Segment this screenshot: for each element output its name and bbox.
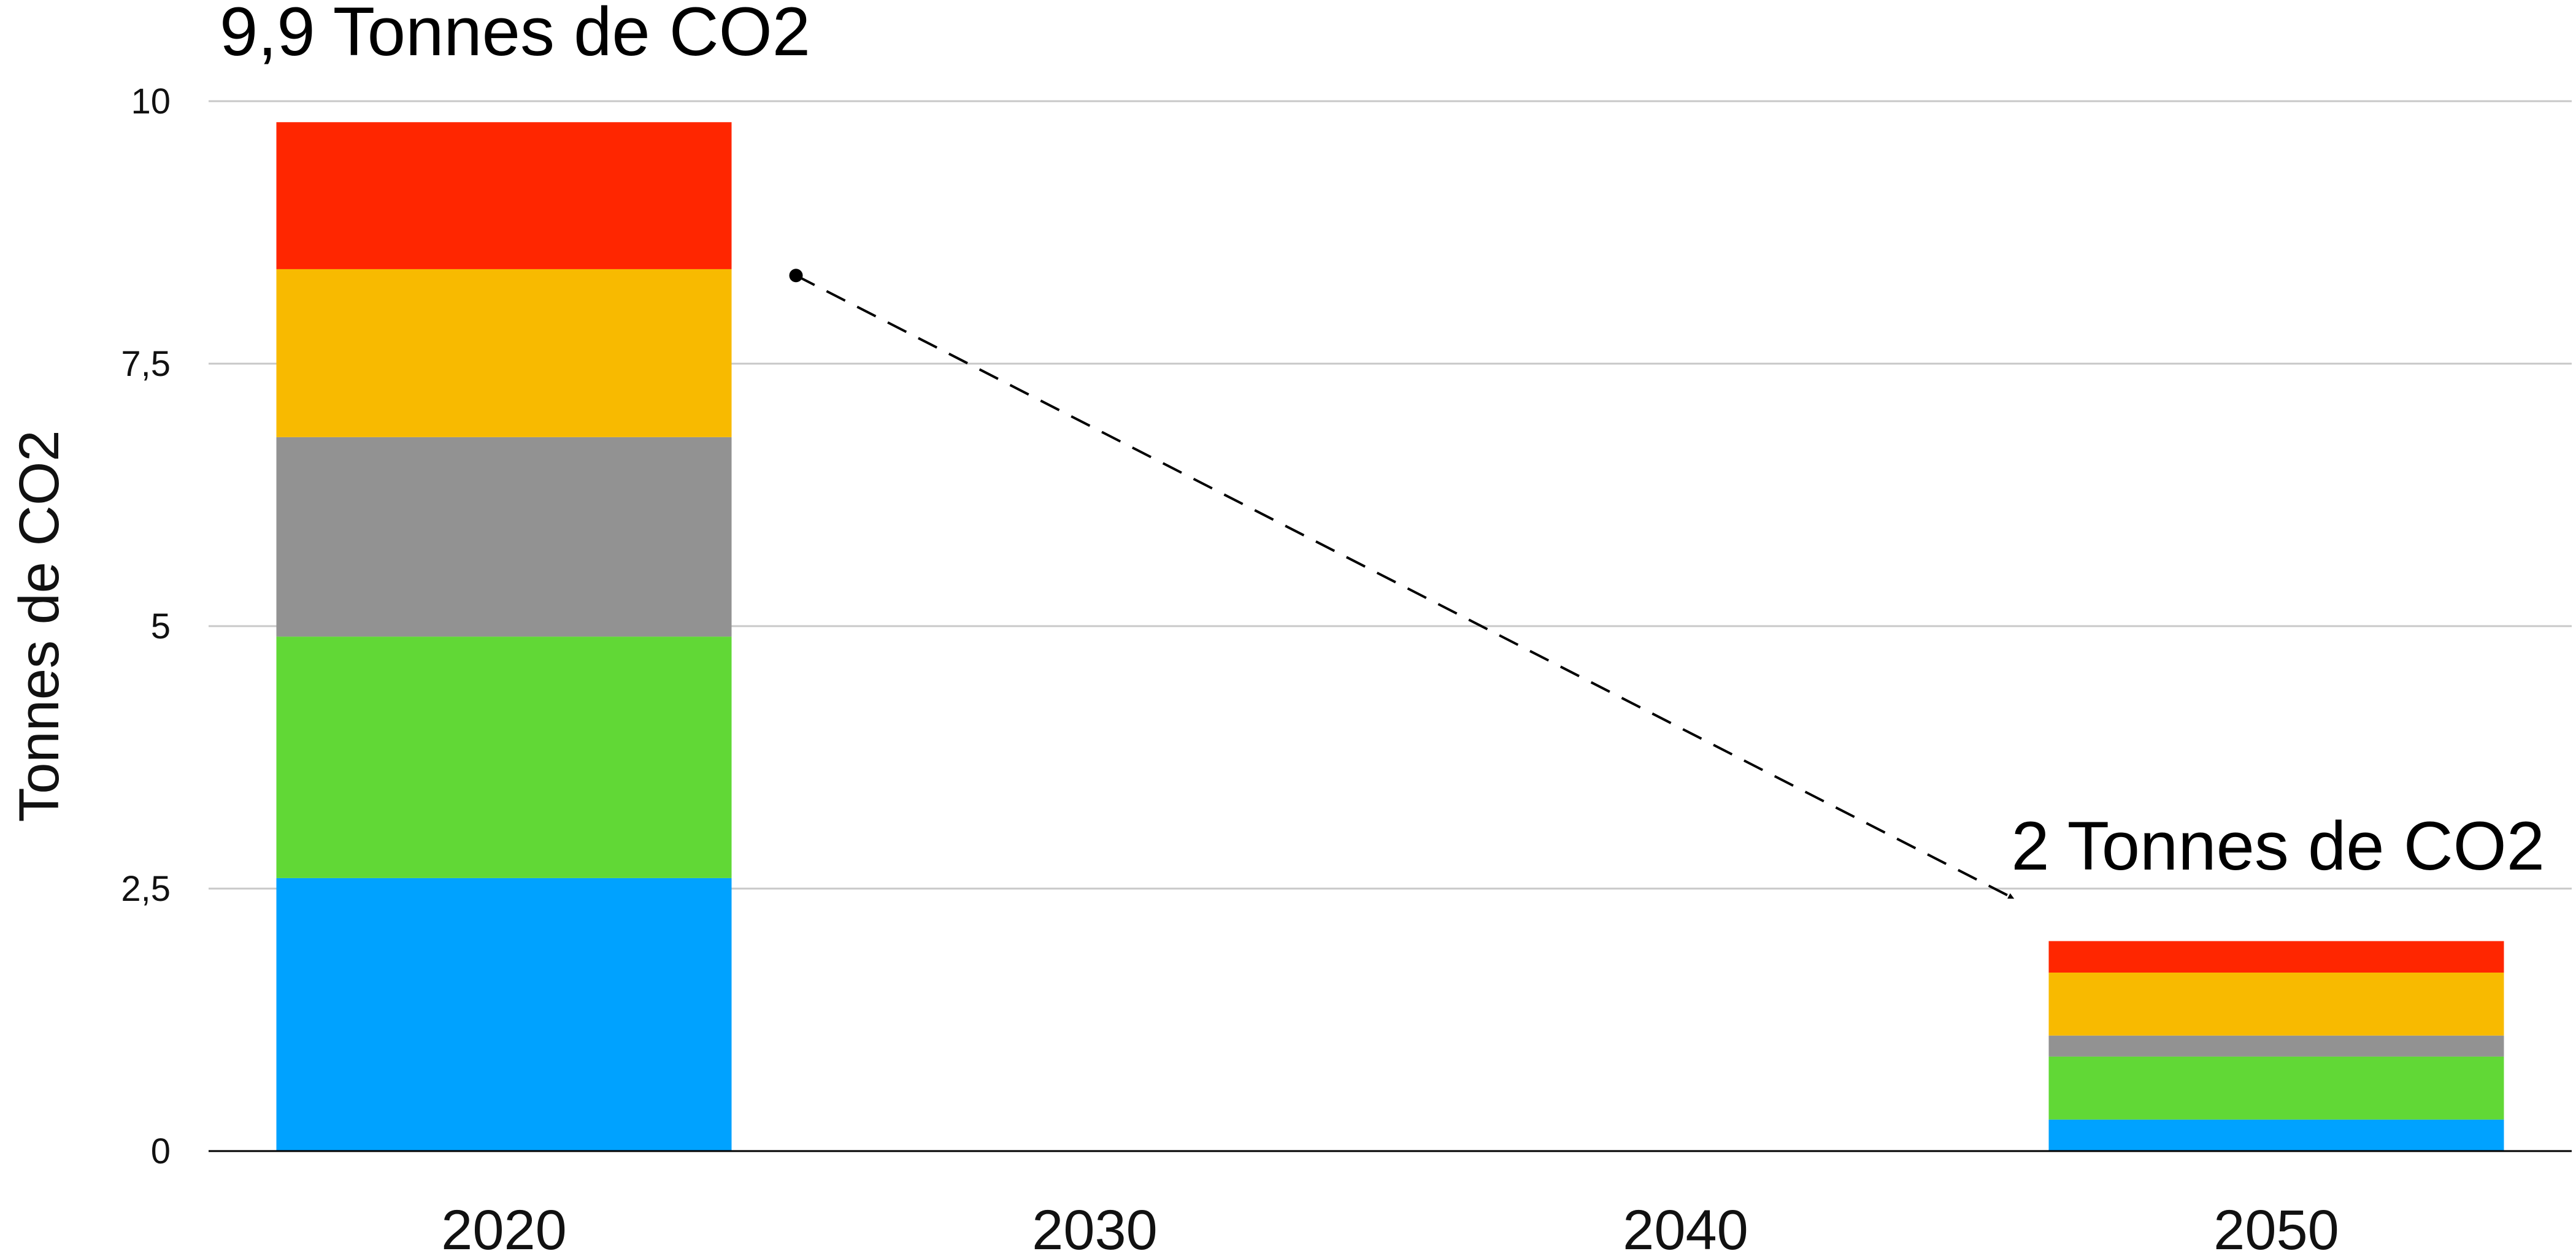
bar-segment-2020-2: [276, 437, 732, 637]
y-tick-label: 10: [131, 82, 171, 121]
bar-segment-2050-3: [2048, 972, 2504, 1036]
x-tick-label-2030: 2030: [1032, 1199, 1158, 1259]
bar-segment-2020-4: [276, 122, 732, 269]
x-tick-label-2040: 2040: [1623, 1199, 1748, 1259]
axes: 0 2,5 5 7,5 10 2020 2030 2040 2050: [121, 82, 2572, 1259]
y-axis-title: Tonnes de CO2: [8, 430, 71, 822]
bar-segment-2050-0: [2048, 1119, 2504, 1151]
y-tick-label: 7,5: [121, 344, 171, 384]
trend-arrow: [789, 269, 2015, 900]
x-tick-label-2050: 2050: [2213, 1199, 2339, 1259]
annotation-2020-total: 9,9 Tonnes de CO2: [220, 0, 810, 70]
trend-arrow-line: [795, 274, 2015, 900]
bars: [276, 122, 2504, 1151]
bar-segment-2050-1: [2048, 1056, 2504, 1120]
bar-segment-2050-2: [2048, 1035, 2504, 1057]
bar-segment-2020-1: [276, 637, 732, 878]
y-tick-label: 5: [151, 607, 171, 646]
annotation-2050-total: 2 Tonnes de CO2: [2011, 808, 2545, 884]
x-tick-label-2020: 2020: [441, 1199, 567, 1259]
bar-segment-2020-0: [276, 878, 732, 1151]
y-tick-label: 2,5: [121, 869, 171, 909]
labels: Tonnes de CO2 9,9 Tonnes de CO2 2 Tonnes…: [8, 0, 2545, 884]
y-tick-label: 0: [151, 1131, 171, 1171]
bar-segment-2020-3: [276, 269, 732, 437]
bar-segment-2050-4: [2048, 941, 2504, 973]
